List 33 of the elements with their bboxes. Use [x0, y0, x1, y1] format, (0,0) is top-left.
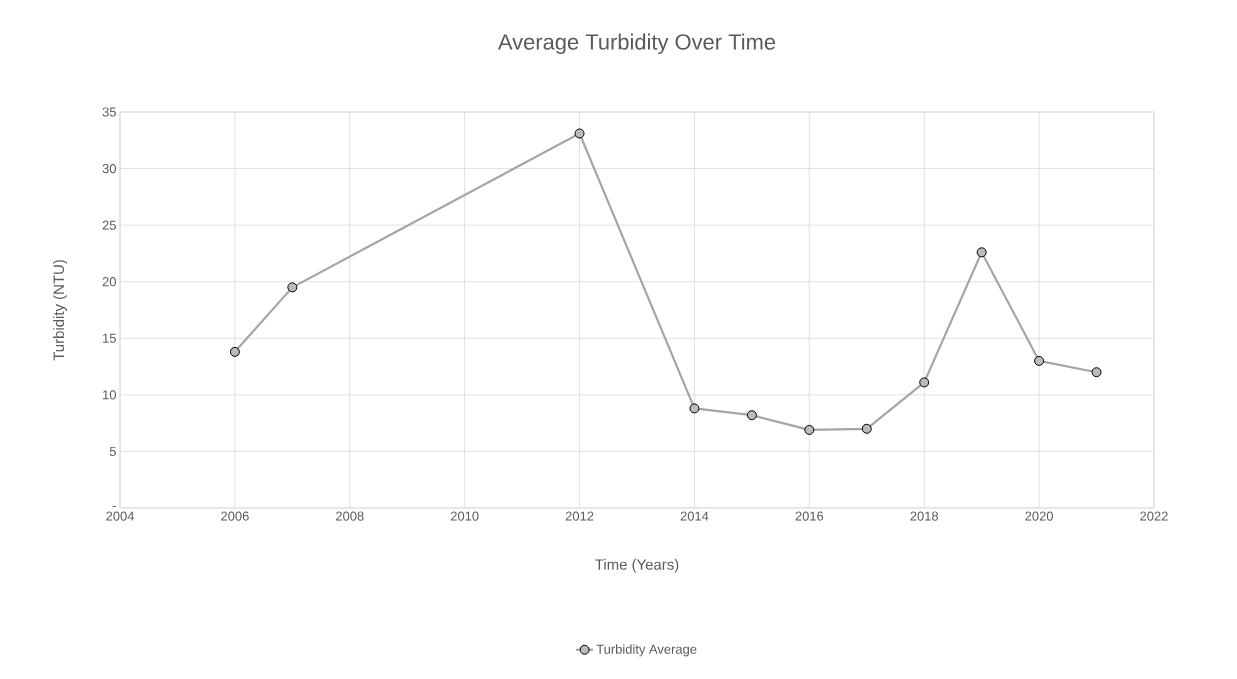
point — [804, 424, 815, 435]
point — [1091, 367, 1102, 378]
point — [229, 346, 240, 357]
x-tick-label: 2004 — [106, 511, 135, 521]
point — [919, 377, 930, 388]
point — [861, 423, 872, 434]
y-tick-label: 15 — [103, 333, 116, 343]
y-tick-label: 25 — [102, 220, 116, 230]
x-tick-label: 2022 — [1140, 511, 1168, 521]
y-tick-label: 5 — [109, 446, 116, 456]
x-tick-label: 2008 — [336, 511, 364, 521]
point — [1034, 355, 1045, 366]
x-axis-title: Time (Years) — [595, 558, 679, 573]
y-axis-title: Turbidity (NTU) — [53, 260, 67, 361]
x-tick-label: 2020 — [1025, 511, 1053, 521]
y-tick-label: 30 — [102, 163, 116, 174]
y-tick-label: - — [112, 506, 116, 508]
point — [574, 128, 585, 139]
y-tick-label: 20 — [102, 277, 116, 287]
x-tick-label: 2010 — [450, 511, 479, 521]
point — [287, 282, 298, 293]
x-tick-label: 2018 — [910, 511, 939, 521]
point — [689, 403, 700, 414]
y-tick-label: 10 — [103, 390, 116, 400]
x-tick-label: 2014 — [680, 511, 709, 521]
x-tick-label: 2016 — [795, 511, 824, 521]
legend-label: Turbidity Average — [596, 644, 697, 657]
chart-title: Average Turbidity Over Time — [497, 33, 776, 55]
point — [976, 247, 987, 258]
point — [746, 410, 757, 421]
x-tick-label: 2012 — [565, 511, 594, 521]
x-tick-label: 2006 — [221, 511, 249, 521]
y-tick-label: 35 — [102, 107, 116, 117]
